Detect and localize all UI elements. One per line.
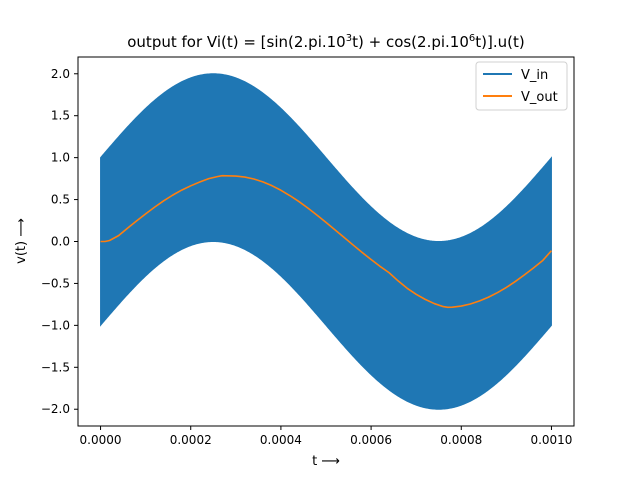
y-tick-label: 2.0 (51, 67, 70, 81)
legend-label-v-out: V_out (521, 90, 558, 105)
x-tick-label: 0.0000 (80, 433, 122, 447)
y-tick-label: 0.0 (51, 235, 70, 249)
x-tick-label: 0.0006 (350, 433, 392, 447)
chart-title-prefix: output for Vi(t) = [sin(2.pi.10 (127, 33, 345, 51)
chart-title-middle: t) + cos(2.pi.10 (352, 33, 469, 51)
x-tick-label: 0.0008 (440, 433, 482, 447)
chart-title-exponent-1: 3 (346, 33, 352, 44)
v-in-layer (100, 73, 552, 410)
legend-label-v-in: V_in (521, 68, 548, 83)
y-tick-label: 0.5 (51, 193, 70, 207)
chart-title: output for Vi(t) = [sin(2.pi.103t) + cos… (127, 33, 524, 51)
y-axis: −2.0 −1.5 −1.0 −0.5 0.0 0.5 1.0 1.5 2.0 (41, 67, 78, 416)
legend: V_in V_out (475, 61, 568, 111)
x-tick-label: 0.0002 (170, 433, 212, 447)
v-out-series (100, 174, 553, 309)
y-tick-label: −0.5 (41, 276, 70, 290)
x-tick-label: 0.0004 (260, 433, 302, 447)
y-tick-label: −1.0 (41, 318, 70, 332)
y-tick-label: 1.0 (51, 151, 70, 165)
x-tick-label: 0.0010 (530, 433, 572, 447)
y-tick-label: 1.5 (51, 109, 70, 123)
y-tick-label: −1.5 (41, 360, 70, 374)
chart-title-suffix: t)].u(t) (475, 33, 524, 51)
v-in-series (100, 73, 552, 410)
v-out-layer (100, 174, 553, 309)
plot-area (100, 73, 553, 410)
chart-title-exponent-2: 6 (469, 33, 475, 44)
y-axis-label: v(t) ⟶ (14, 218, 29, 264)
x-axis: 0.0000 0.0002 0.0004 0.0006 0.0008 0.0010 (80, 426, 572, 447)
x-axis-label: t ⟶ (312, 454, 340, 469)
y-tick-label: −2.0 (41, 402, 70, 416)
